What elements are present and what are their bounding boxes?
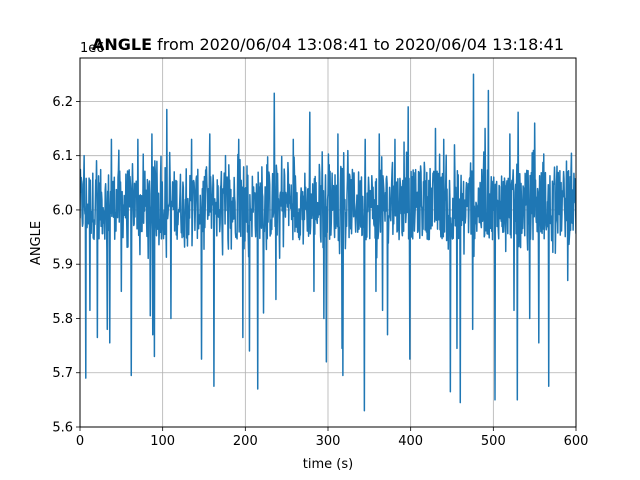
x-tick-label: 200 [233, 434, 258, 449]
y-tick-label: 5.6 [52, 421, 73, 436]
x-tick-label: 300 [316, 434, 341, 449]
x-tick-label: 100 [150, 434, 175, 449]
chart-title: ANGLE from 2020/06/04 13:08:41 to 2020/0… [92, 35, 564, 54]
y-tick-label: 6.2 [52, 95, 73, 110]
y-axis-label: ANGLE [29, 221, 44, 265]
x-axis-label: time (s) [303, 457, 353, 472]
y-axis: 5.6 5.7 5.8 5.9 6.0 6.1 6.2 [52, 95, 80, 436]
y-tick-label: 5.7 [52, 366, 73, 381]
x-tick-label: 400 [398, 434, 423, 449]
y-tick-label: 6.1 [52, 149, 73, 164]
y-tick-label: 5.9 [52, 258, 73, 273]
chart-title-range: from 2020/06/04 13:08:41 to 2020/06/04 1… [152, 35, 564, 54]
chart-title-variable: ANGLE [92, 35, 152, 54]
y-tick-label: 6.0 [52, 203, 73, 218]
y-tick-label: 5.8 [52, 312, 73, 327]
x-tick-label: 0 [76, 434, 84, 449]
series-line-angle [80, 73, 576, 412]
y-offset-label: 1e6 [80, 41, 105, 56]
x-axis: 0 100 200 300 400 500 600 [76, 427, 589, 449]
x-tick-label: 500 [481, 434, 506, 449]
x-tick-label: 600 [564, 434, 589, 449]
